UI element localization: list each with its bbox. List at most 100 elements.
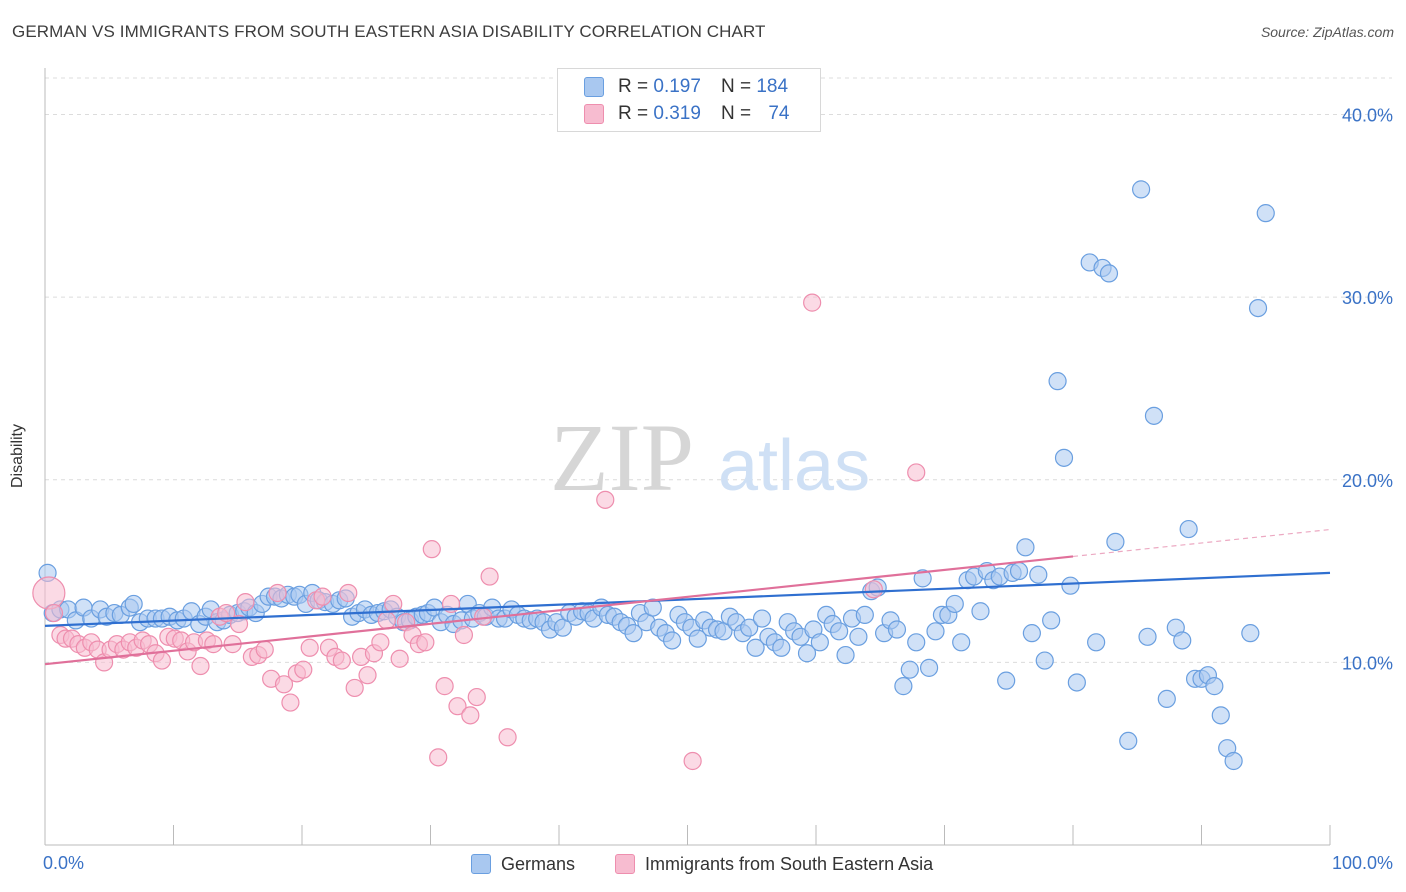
- legend-n-label: N =: [720, 76, 752, 97]
- y-tick-label: 40.0%: [1342, 106, 1393, 126]
- german-point: [1106, 532, 1125, 551]
- german-point: [688, 629, 707, 648]
- legend-item-germans: Germans: [471, 852, 575, 876]
- immigrant-point: [384, 594, 403, 614]
- german-point: [662, 631, 682, 650]
- german-point: [997, 671, 1016, 690]
- legend-row-immigrants: R = 0.319 N = 74: [584, 102, 789, 126]
- immigrant-point: [864, 580, 883, 599]
- immigrant-point: [480, 567, 499, 586]
- immigrant-point: [467, 687, 486, 707]
- german-point: [945, 594, 964, 614]
- immigrant-point: [371, 633, 390, 652]
- immigrant-point: [294, 660, 313, 679]
- immigrant-point: [435, 677, 454, 696]
- german-point: [810, 633, 829, 652]
- x-tick-label-end: 100.0%: [1332, 853, 1393, 873]
- german-point: [836, 645, 855, 665]
- german-point: [746, 638, 765, 657]
- series-legend: Germans Immigrants from South Eastern As…: [0, 852, 1406, 878]
- german-point: [772, 638, 791, 657]
- immigrants-trend-extension: [1072, 528, 1331, 558]
- german-point: [900, 660, 919, 679]
- german-point: [1042, 611, 1061, 630]
- german-point: [1205, 677, 1224, 696]
- german-point: [1132, 180, 1151, 199]
- immigrant-point: [345, 678, 364, 698]
- legend-r-label: R =: [618, 76, 649, 97]
- immigrant-point: [429, 748, 448, 767]
- trend-lines: [44, 528, 1331, 666]
- german-point: [926, 622, 945, 641]
- legend-n-value: 184: [756, 76, 789, 97]
- german-point: [830, 622, 849, 641]
- immigrant-point: [461, 706, 480, 725]
- german-point: [1029, 565, 1048, 584]
- german-point: [919, 658, 939, 677]
- german-point: [1054, 448, 1074, 467]
- german-point: [1119, 731, 1138, 751]
- correlation-legend: R = 0.197 N = 184 R = 0.319 N = 74: [557, 68, 821, 132]
- german-point: [1099, 264, 1119, 283]
- german-point: [907, 633, 926, 652]
- immigrant-point: [332, 651, 351, 670]
- german-point: [1157, 689, 1176, 709]
- immigrant-point: [422, 540, 441, 559]
- immigrant-point: [596, 490, 615, 509]
- german-point: [1248, 299, 1268, 318]
- legend-r-value: 0.197: [653, 76, 701, 97]
- immigrant-point: [448, 697, 467, 716]
- immigrant-point: [152, 651, 172, 670]
- german-point: [624, 624, 643, 643]
- german-point: [887, 620, 907, 639]
- german-point: [1009, 561, 1029, 581]
- watermark-atlas: atlas: [718, 426, 870, 506]
- immigrant-point: [377, 611, 396, 630]
- legend-swatch-germans: [471, 854, 491, 874]
- immigrants-points: [32, 293, 926, 771]
- legend-label-immigrants: Immigrants from South Eastern Asia: [645, 853, 934, 874]
- y-tick-label: 30.0%: [1342, 288, 1393, 308]
- watermark: ZIP atlas: [550, 404, 870, 511]
- immigrant-point: [229, 614, 249, 634]
- y-tick-label: 10.0%: [1342, 653, 1393, 673]
- german-point: [1048, 372, 1067, 391]
- german-point: [855, 605, 874, 625]
- immigrant-point: [454, 625, 474, 645]
- grid-lines: [45, 77, 1392, 663]
- german-point: [849, 627, 868, 646]
- chart-title: GERMAN VS IMMIGRANTS FROM SOUTH EASTERN …: [12, 22, 766, 41]
- german-point: [1022, 624, 1041, 643]
- german-point: [1067, 673, 1086, 692]
- german-point: [1173, 631, 1192, 650]
- legend-label-germans: Germans: [501, 853, 576, 874]
- immigrant-point: [498, 728, 517, 747]
- german-point: [1061, 576, 1080, 595]
- immigrant-point: [236, 593, 255, 612]
- immigrant-point: [44, 603, 64, 623]
- german-point: [1144, 406, 1164, 425]
- legend-n-value: 74: [768, 103, 790, 124]
- legend-r-value: 0.319: [653, 103, 701, 124]
- immigrant-point: [803, 293, 822, 312]
- legend-r-label: R =: [618, 103, 649, 124]
- legend-swatch-germans: [584, 77, 604, 97]
- german-point: [643, 598, 662, 617]
- immigrant-point: [32, 576, 66, 610]
- y-tick-label: 20.0%: [1342, 471, 1393, 491]
- german-point: [913, 569, 932, 588]
- german-point: [1256, 204, 1275, 223]
- immigrant-point: [191, 656, 210, 676]
- immigrant-point: [268, 583, 287, 603]
- axes: [44, 68, 1331, 846]
- x-tick-label-start: 0.0%: [43, 853, 84, 873]
- immigrant-point: [390, 649, 409, 668]
- immigrant-point: [255, 640, 274, 659]
- legend-item-immigrants: Immigrants from South Eastern Asia: [615, 852, 933, 876]
- german-point: [1179, 519, 1198, 539]
- german-point: [1224, 751, 1243, 771]
- y-tick-labels: 10.0% 20.0% 30.0% 40.0%: [1342, 106, 1393, 674]
- german-point: [1211, 706, 1230, 725]
- german-point: [740, 618, 759, 637]
